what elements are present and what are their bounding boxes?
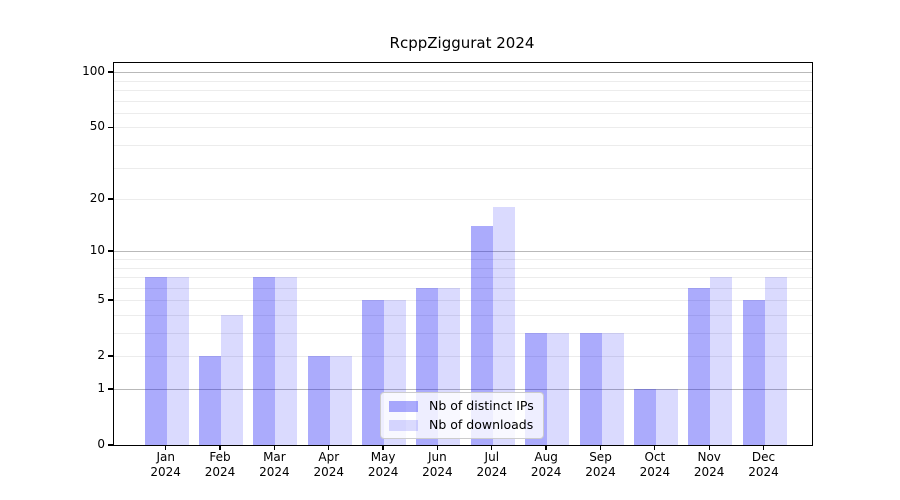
gridline-minor — [114, 300, 812, 302]
y-tick-label: 20 — [89, 191, 105, 205]
bar-distinct-ips-sep — [579, 333, 602, 445]
y-tick-mark — [108, 126, 113, 128]
x-tick-mark — [328, 445, 330, 450]
legend-item-downloads: Nb of downloads — [389, 418, 534, 432]
y-tick-label: 2 — [97, 348, 105, 363]
bar-distinct-ips-nov — [688, 287, 711, 445]
bar-downloads-feb — [221, 314, 244, 445]
x-tick-mark — [382, 445, 384, 450]
x-tick-label: Jan 2024 — [150, 450, 181, 479]
gridline-major — [114, 251, 812, 253]
gridline-major — [114, 72, 812, 74]
gridline-minor — [114, 112, 812, 114]
x-tick-mark — [219, 445, 221, 450]
x-tick-mark — [599, 445, 602, 450]
gridline-minor — [114, 144, 812, 146]
legend-label-downloads: Nb of downloads — [429, 417, 534, 432]
x-tick-label: Jun 2024 — [422, 450, 453, 479]
bar-downloads-jul — [492, 207, 515, 445]
bar-downloads-nov — [710, 277, 733, 445]
x-tick-mark — [762, 445, 765, 450]
bar-distinct-ips-jul — [470, 226, 493, 445]
bar-downloads-oct — [655, 389, 678, 445]
gridline-minor — [114, 333, 812, 334]
gridline-minor — [114, 314, 812, 316]
x-tick-label: Apr 2024 — [313, 450, 345, 479]
bar-downloads-apr — [329, 356, 352, 445]
bar-downloads-dec — [764, 277, 787, 445]
bar-distinct-ips-mar — [253, 277, 276, 445]
chart-title: RcppZiggurat 2024 — [389, 34, 535, 52]
gridline-minor — [114, 167, 812, 169]
gridline-minor — [114, 356, 812, 358]
gridline-minor — [114, 127, 812, 129]
bar-downloads-aug — [547, 333, 570, 445]
y-tick-label: 10 — [89, 243, 105, 258]
gridline-minor — [114, 287, 812, 289]
y-tick-mark — [108, 355, 113, 357]
x-tick-label: May 2024 — [367, 450, 399, 479]
x-tick-mark — [273, 445, 276, 450]
x-tick-mark — [436, 445, 439, 450]
legend-label-distinct-ips: Nb of distinct IPs — [429, 398, 534, 413]
legend-item-distinct-ips: Nb of distinct IPs — [389, 399, 534, 413]
y-tick-mark — [108, 71, 113, 73]
legend-swatch-distinct-ips — [389, 400, 418, 412]
legend-swatch-downloads — [389, 419, 418, 431]
plot-area — [113, 62, 813, 446]
gridline-minor — [114, 100, 812, 102]
x-tick-mark — [708, 445, 710, 450]
y-tick-label: 50 — [89, 119, 105, 134]
bars-layer — [114, 63, 812, 445]
bar-distinct-ips-feb — [199, 356, 222, 445]
x-tick-mark — [654, 445, 656, 450]
y-tick-label: 0 — [97, 437, 105, 451]
bar-distinct-ips-apr — [307, 356, 330, 445]
y-tick-mark — [108, 198, 113, 200]
gridlines-layer — [114, 63, 812, 445]
x-tick-label: Jul 2024 — [476, 450, 508, 479]
bar-distinct-ips-oct — [633, 389, 656, 445]
legend: Nb of distinct IPs Nb of downloads — [380, 392, 544, 439]
gridline-minor — [114, 89, 812, 91]
y-tick-label: 1 — [97, 381, 105, 395]
y-tick-mark — [108, 250, 113, 252]
x-tick-label: Aug 2024 — [530, 450, 562, 479]
y-tick-mark — [108, 444, 113, 446]
x-tick-label: Nov 2024 — [693, 450, 725, 479]
x-tick-label: Sep 2024 — [585, 450, 616, 479]
y-tick-label: 5 — [97, 292, 105, 307]
y-tick-mark — [108, 388, 113, 390]
x-tick-mark — [491, 445, 493, 450]
y-tick-mark — [108, 299, 113, 301]
x-tick-label: Oct 2024 — [639, 450, 671, 479]
gridline-minor — [114, 199, 812, 200]
x-tick-label: Dec 2024 — [748, 450, 779, 479]
gridline-minor — [114, 258, 812, 260]
gridline-minor — [114, 80, 812, 82]
bar-distinct-ips-may — [362, 300, 385, 445]
bar-downloads-sep — [601, 333, 624, 445]
bar-distinct-ips-dec — [742, 300, 765, 445]
y-tick-label: 100 — [82, 64, 105, 79]
bar-downloads-mar — [275, 277, 298, 445]
x-tick-label: Mar 2024 — [259, 450, 290, 479]
x-tick-mark — [165, 445, 167, 450]
gridline-minor — [114, 267, 812, 269]
x-tick-label: Feb 2024 — [204, 450, 236, 479]
bar-distinct-ips-jan — [144, 277, 167, 445]
gridline-major — [114, 389, 812, 390]
bar-downloads-jan — [166, 277, 189, 445]
gridline-minor — [114, 277, 812, 278]
x-tick-mark — [545, 445, 547, 450]
